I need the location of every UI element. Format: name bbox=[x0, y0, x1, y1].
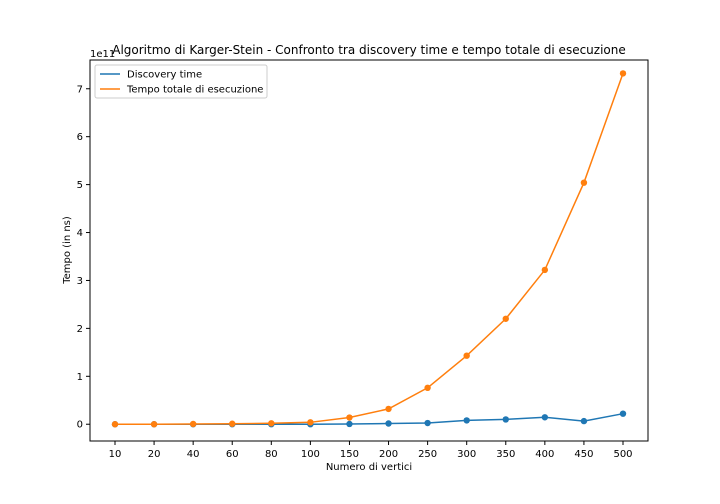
x-tick-label: 20 bbox=[148, 449, 161, 460]
y-tick-label: 3 bbox=[77, 276, 83, 287]
x-tick-label: 10 bbox=[109, 449, 122, 460]
x-axis-label: Numero di vertici bbox=[326, 462, 412, 473]
data-point bbox=[580, 417, 588, 425]
data-point bbox=[385, 420, 392, 427]
y-tick-label: 1 bbox=[77, 372, 83, 383]
data-point bbox=[580, 179, 588, 186]
y-axis-label: Tempo (in ns) bbox=[62, 216, 73, 285]
y-tick-label: 7 bbox=[77, 84, 83, 95]
series-line-1 bbox=[115, 73, 624, 425]
x-tick-label: 100 bbox=[301, 449, 320, 460]
data-point bbox=[385, 405, 392, 413]
data-point bbox=[502, 315, 509, 322]
y-tick-label: 0 bbox=[77, 420, 83, 431]
data-point bbox=[307, 419, 314, 426]
data-point bbox=[502, 416, 509, 423]
x-tick-label: 80 bbox=[265, 449, 278, 460]
x-tick-label: 400 bbox=[535, 449, 554, 460]
x-tick-label: 250 bbox=[418, 449, 437, 460]
chart-title: Algoritmo di Karger-Stein - Confronto tr… bbox=[112, 43, 626, 57]
data-point bbox=[463, 352, 470, 359]
data-point bbox=[111, 421, 119, 428]
data-point bbox=[619, 410, 627, 417]
x-tick-label: 500 bbox=[613, 449, 632, 460]
legend-label: Discovery time bbox=[127, 70, 202, 81]
x-tick-label: 150 bbox=[340, 449, 359, 460]
data-point bbox=[150, 421, 158, 428]
data-point bbox=[463, 417, 470, 424]
legend-label: Tempo totale di esecuzione bbox=[126, 85, 263, 96]
x-tick-label: 200 bbox=[379, 449, 398, 460]
data-point bbox=[424, 419, 431, 427]
x-tick-label: 60 bbox=[226, 449, 239, 460]
legend: Discovery time Tempo totale di esecuzione bbox=[94, 64, 268, 99]
y-offset-label: 1e11 bbox=[90, 49, 115, 60]
y-tick-label: 4 bbox=[77, 228, 83, 239]
x-axis: 10 20 40 60 80 100 150 200 250 300 350 400 450 500 bbox=[109, 441, 633, 460]
data-point bbox=[189, 420, 197, 428]
data-point bbox=[268, 420, 275, 427]
data-point bbox=[346, 414, 353, 421]
data-point bbox=[346, 420, 353, 428]
x-tick-label: 300 bbox=[457, 449, 476, 460]
data-point bbox=[541, 266, 549, 274]
y-tick-label: 5 bbox=[77, 180, 83, 191]
y-tick-label: 6 bbox=[77, 132, 83, 143]
x-tick-label: 350 bbox=[496, 449, 515, 460]
data-point bbox=[229, 420, 236, 427]
x-tick-label: 450 bbox=[574, 449, 593, 460]
data-point bbox=[424, 384, 431, 392]
y-tick-label: 2 bbox=[77, 324, 83, 335]
plot-area bbox=[89, 59, 649, 442]
y-axis: 0 1 2 3 4 5 6 7 bbox=[77, 84, 90, 431]
data-point bbox=[619, 70, 627, 77]
x-tick-label: 40 bbox=[187, 449, 200, 460]
series-layer bbox=[111, 70, 627, 428]
legend-box bbox=[94, 64, 268, 99]
data-point bbox=[541, 414, 549, 421]
